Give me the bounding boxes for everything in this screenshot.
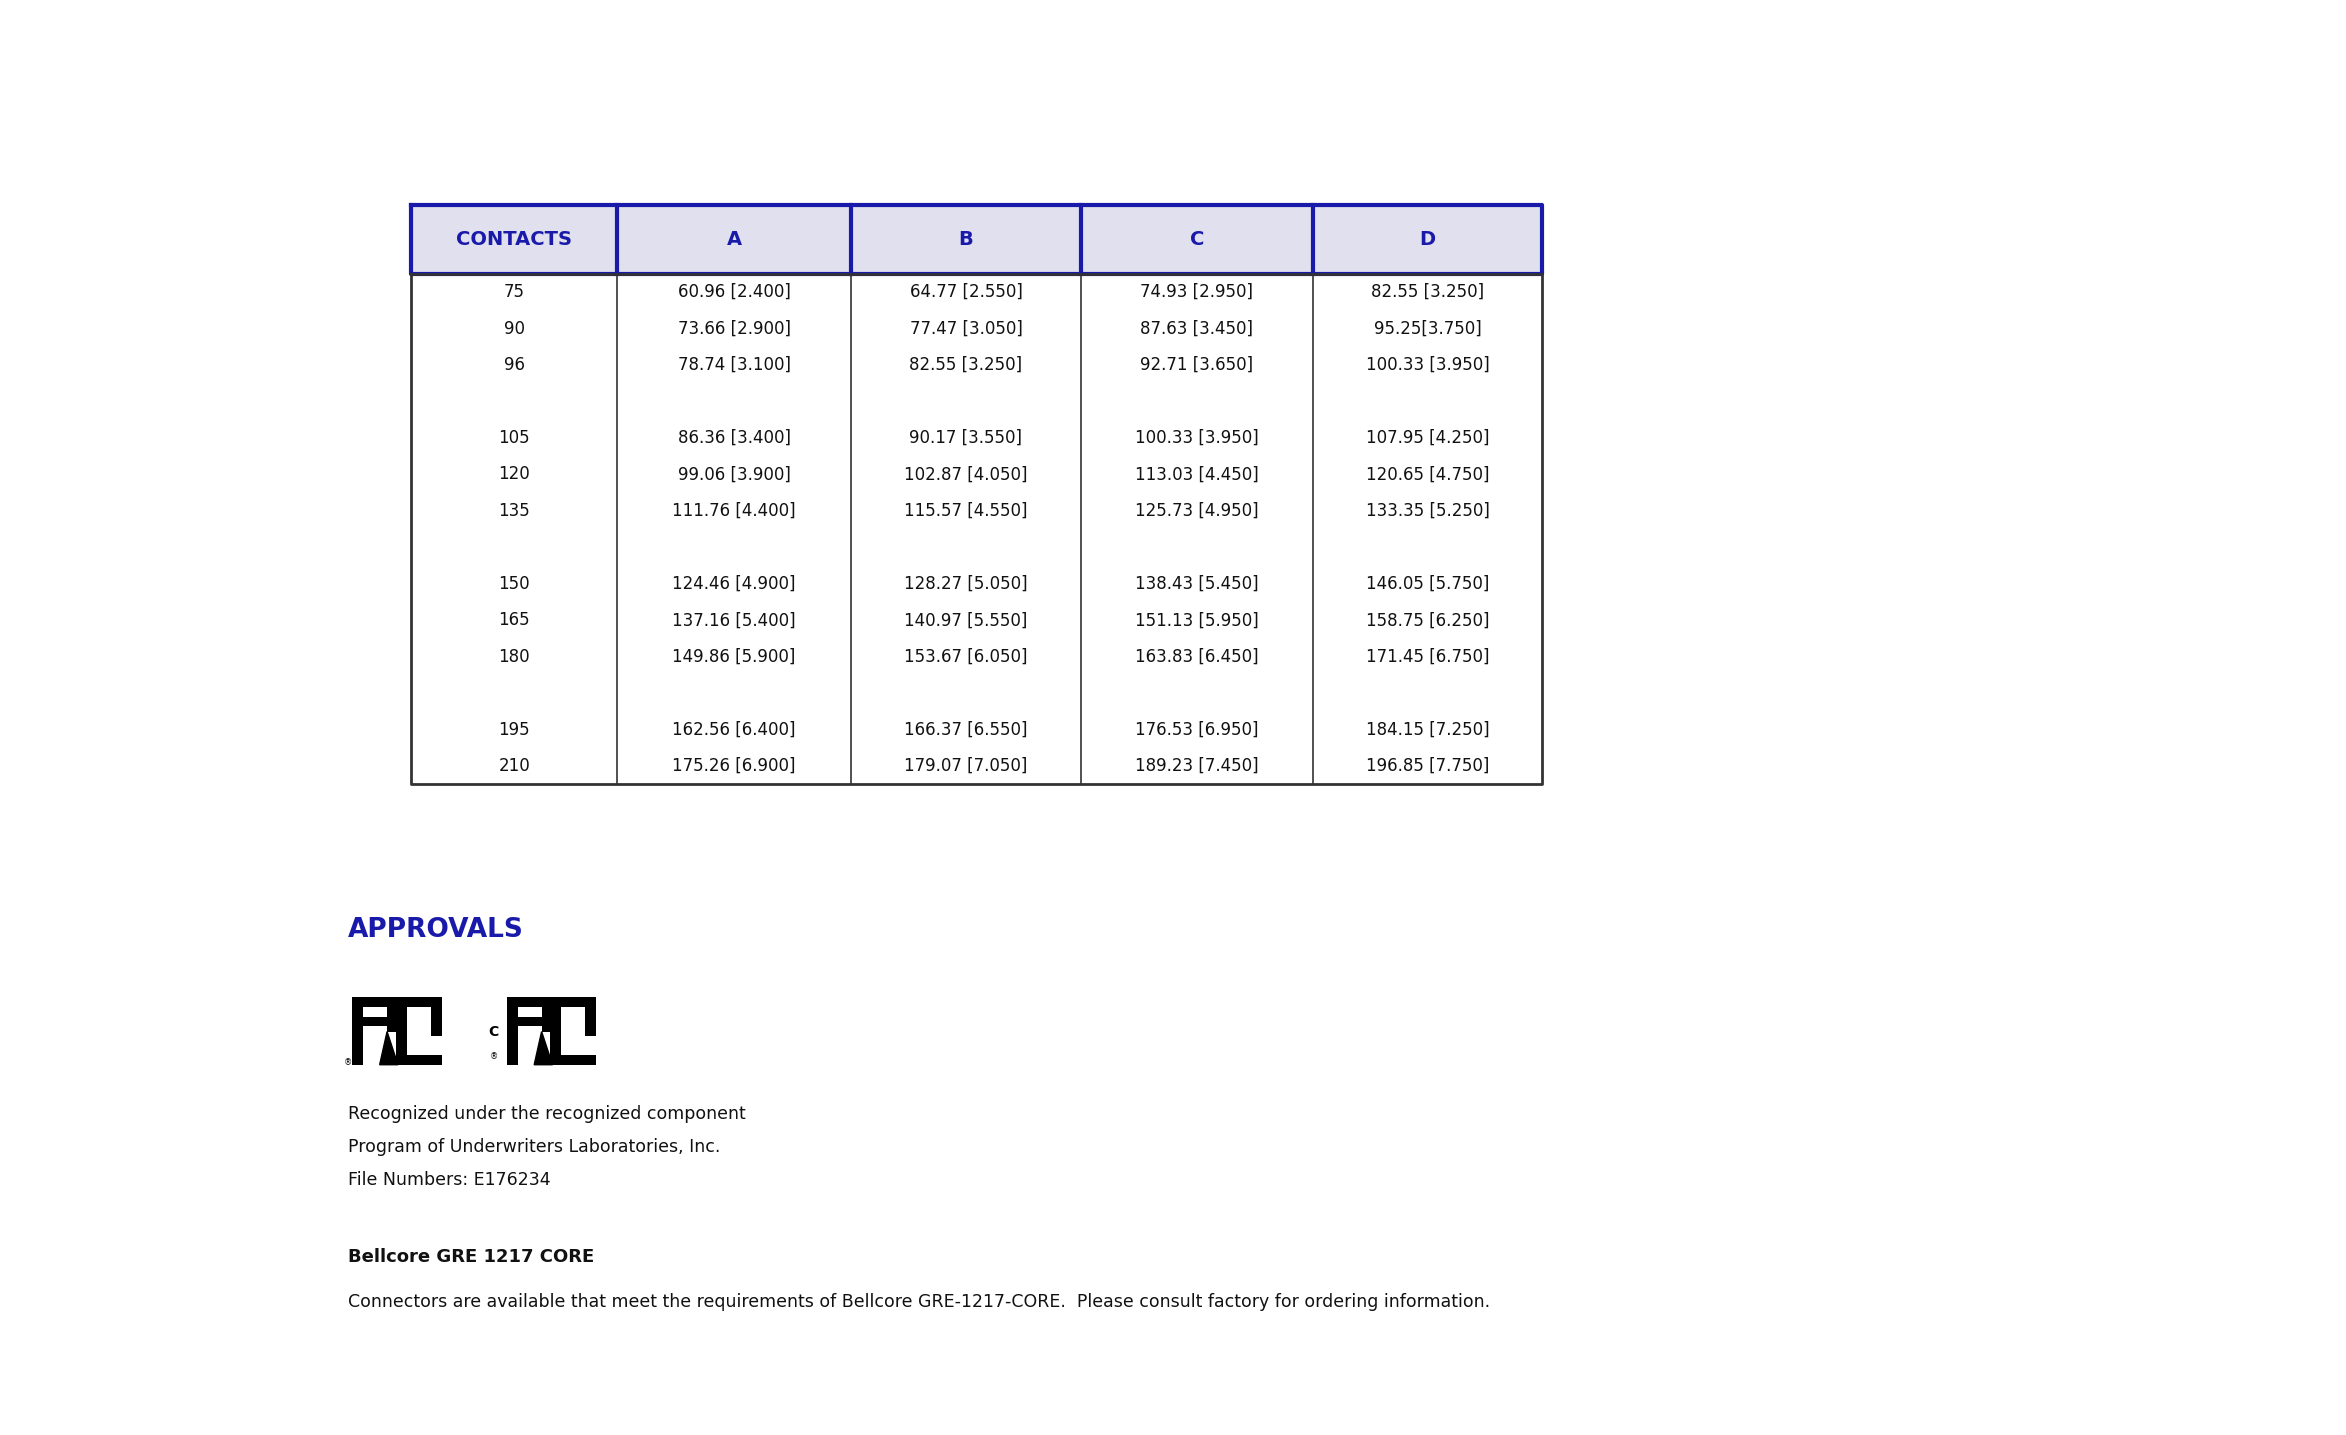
Polygon shape — [380, 1032, 399, 1065]
Text: 100.33 [3.950]: 100.33 [3.950] — [1365, 356, 1490, 375]
Text: 107.95 [4.250]: 107.95 [4.250] — [1365, 429, 1490, 446]
FancyBboxPatch shape — [432, 1007, 441, 1036]
Text: 102.87 [4.050]: 102.87 [4.050] — [903, 465, 1028, 484]
Text: 78.74 [3.100]: 78.74 [3.100] — [678, 356, 791, 375]
Text: 195: 195 — [497, 720, 530, 739]
Text: 176.53 [6.950]: 176.53 [6.950] — [1135, 720, 1257, 739]
Text: 90: 90 — [504, 320, 526, 337]
Text: ®: ® — [343, 1058, 352, 1068]
Text: 115.57 [4.550]: 115.57 [4.550] — [903, 502, 1028, 519]
Text: 90.17 [3.550]: 90.17 [3.550] — [910, 429, 1023, 446]
Text: 151.13 [5.950]: 151.13 [5.950] — [1135, 611, 1260, 630]
Text: 92.71 [3.650]: 92.71 [3.650] — [1140, 356, 1253, 375]
Text: 165: 165 — [497, 611, 530, 630]
Text: 74.93 [2.950]: 74.93 [2.950] — [1140, 283, 1253, 301]
Text: 100.33 [3.950]: 100.33 [3.950] — [1135, 429, 1260, 446]
FancyBboxPatch shape — [387, 1007, 399, 1032]
FancyBboxPatch shape — [396, 1007, 406, 1065]
FancyBboxPatch shape — [396, 1055, 441, 1065]
Text: 73.66 [2.900]: 73.66 [2.900] — [678, 320, 791, 337]
Text: 133.35 [5.250]: 133.35 [5.250] — [1365, 502, 1490, 519]
FancyBboxPatch shape — [542, 1007, 554, 1032]
FancyBboxPatch shape — [551, 1055, 596, 1065]
FancyBboxPatch shape — [518, 1017, 554, 1026]
Text: Program of Underwriters Laboratories, Inc.: Program of Underwriters Laboratories, In… — [347, 1138, 720, 1157]
Text: 82.55 [3.250]: 82.55 [3.250] — [1370, 283, 1485, 301]
Text: 113.03 [4.450]: 113.03 [4.450] — [1135, 465, 1260, 484]
Text: 95.25[3.750]: 95.25[3.750] — [1375, 320, 1483, 337]
Text: C: C — [488, 1025, 500, 1039]
Text: 125.73 [4.950]: 125.73 [4.950] — [1135, 502, 1260, 519]
Text: 96: 96 — [504, 356, 526, 375]
Text: 150: 150 — [497, 575, 530, 593]
Text: 210: 210 — [497, 758, 530, 775]
FancyBboxPatch shape — [507, 997, 554, 1007]
Text: 120: 120 — [497, 465, 530, 484]
Text: 111.76 [4.400]: 111.76 [4.400] — [673, 502, 795, 519]
Text: 149.86 [5.900]: 149.86 [5.900] — [673, 647, 795, 666]
FancyBboxPatch shape — [364, 1017, 399, 1026]
Text: Recognized under the recognized component: Recognized under the recognized componen… — [347, 1105, 746, 1122]
Text: 135: 135 — [497, 502, 530, 519]
Text: 138.43 [5.450]: 138.43 [5.450] — [1135, 575, 1260, 593]
FancyBboxPatch shape — [584, 1007, 596, 1036]
Text: 175.26 [6.900]: 175.26 [6.900] — [673, 758, 795, 775]
Text: C: C — [1189, 230, 1203, 250]
Text: CONTACTS: CONTACTS — [455, 230, 572, 250]
Text: 64.77 [2.550]: 64.77 [2.550] — [910, 283, 1023, 301]
FancyBboxPatch shape — [507, 1007, 518, 1065]
Text: 146.05 [5.750]: 146.05 [5.750] — [1365, 575, 1490, 593]
Text: 166.37 [6.550]: 166.37 [6.550] — [903, 720, 1028, 739]
Text: 86.36 [3.400]: 86.36 [3.400] — [678, 429, 791, 446]
Text: 158.75 [6.250]: 158.75 [6.250] — [1365, 611, 1490, 630]
Text: Connectors are available that meet the requirements of Bellcore GRE-1217-CORE.  : Connectors are available that meet the r… — [347, 1293, 1490, 1310]
FancyBboxPatch shape — [396, 997, 441, 1007]
FancyBboxPatch shape — [352, 1007, 364, 1065]
Text: 75: 75 — [504, 283, 526, 301]
Text: 128.27 [5.050]: 128.27 [5.050] — [903, 575, 1028, 593]
Text: 82.55 [3.250]: 82.55 [3.250] — [910, 356, 1023, 375]
Text: 137.16 [5.400]: 137.16 [5.400] — [673, 611, 795, 630]
Text: 196.85 [7.750]: 196.85 [7.750] — [1365, 758, 1490, 775]
Text: APPROVALS: APPROVALS — [347, 917, 523, 943]
Text: 124.46 [4.900]: 124.46 [4.900] — [673, 575, 795, 593]
Text: 163.83 [6.450]: 163.83 [6.450] — [1135, 647, 1260, 666]
FancyBboxPatch shape — [551, 997, 596, 1007]
Text: 189.23 [7.450]: 189.23 [7.450] — [1135, 758, 1260, 775]
Text: 171.45 [6.750]: 171.45 [6.750] — [1365, 647, 1490, 666]
Text: 180: 180 — [497, 647, 530, 666]
FancyBboxPatch shape — [352, 997, 399, 1007]
Text: 105: 105 — [497, 429, 530, 446]
Text: D: D — [1419, 230, 1436, 250]
Text: 120.65 [4.750]: 120.65 [4.750] — [1365, 465, 1490, 484]
Text: 179.07 [7.050]: 179.07 [7.050] — [903, 758, 1028, 775]
Polygon shape — [535, 1032, 554, 1065]
Text: 184.15 [7.250]: 184.15 [7.250] — [1365, 720, 1490, 739]
Text: A: A — [727, 230, 741, 250]
Text: 140.97 [5.550]: 140.97 [5.550] — [903, 611, 1028, 630]
Text: 87.63 [3.450]: 87.63 [3.450] — [1140, 320, 1253, 337]
Text: File Numbers: E176234: File Numbers: E176234 — [347, 1171, 551, 1190]
Text: ®: ® — [490, 1052, 497, 1060]
Text: 162.56 [6.400]: 162.56 [6.400] — [673, 720, 795, 739]
Text: B: B — [960, 230, 974, 250]
Text: 77.47 [3.050]: 77.47 [3.050] — [910, 320, 1023, 337]
Text: Bellcore GRE 1217 CORE: Bellcore GRE 1217 CORE — [347, 1248, 594, 1267]
Text: 60.96 [2.400]: 60.96 [2.400] — [678, 283, 791, 301]
Text: 99.06 [3.900]: 99.06 [3.900] — [678, 465, 791, 484]
Text: 153.67 [6.050]: 153.67 [6.050] — [903, 647, 1028, 666]
FancyBboxPatch shape — [551, 1007, 561, 1065]
FancyBboxPatch shape — [411, 205, 1541, 274]
